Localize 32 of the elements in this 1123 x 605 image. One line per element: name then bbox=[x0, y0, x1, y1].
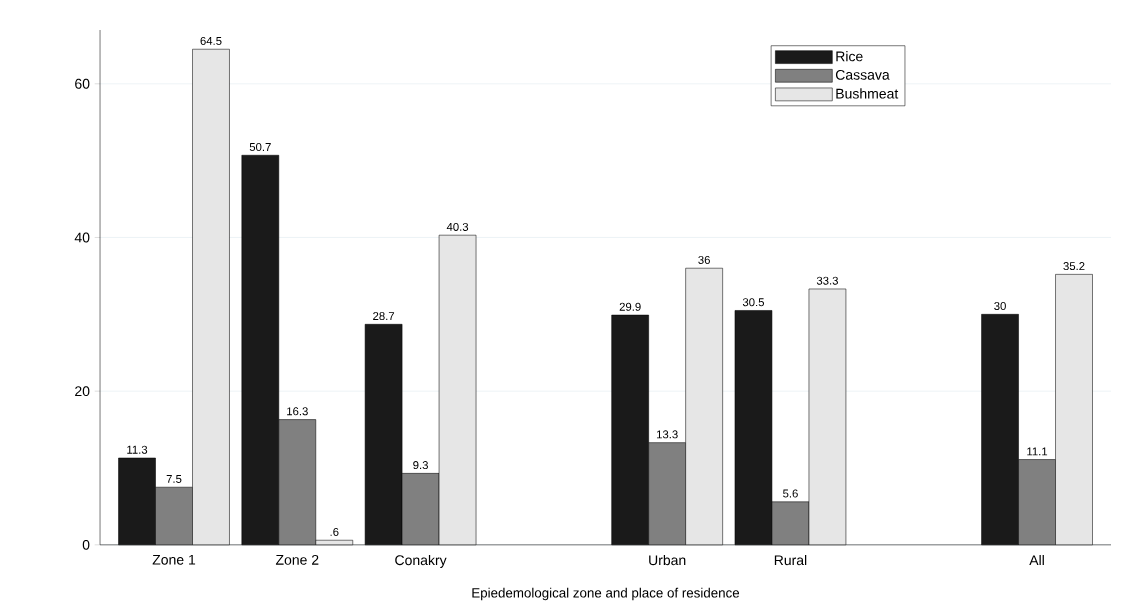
x-tick-label: Zone 2 bbox=[275, 555, 319, 565]
data-label: 64.5 bbox=[200, 37, 222, 46]
data-label: 30.5 bbox=[742, 298, 765, 307]
data-label: 36 bbox=[698, 256, 710, 265]
data-label: 11.1 bbox=[1027, 447, 1048, 456]
data-label: 7.5 bbox=[166, 475, 182, 484]
x-tick-label: Urban bbox=[649, 555, 686, 566]
data-label: 13.3 bbox=[656, 430, 678, 439]
data-label: .6 bbox=[330, 528, 339, 537]
x-tick-label: Rural bbox=[774, 555, 807, 566]
data-label: 29.9 bbox=[619, 302, 641, 311]
x-axis-title: Epiedemological zone and place of residence bbox=[472, 587, 740, 601]
x-tick-label: Conakry bbox=[395, 555, 447, 569]
y-tick-label: 0 bbox=[82, 540, 90, 550]
legend-label: Cassava bbox=[835, 70, 890, 80]
y-tick-label: 60 bbox=[75, 79, 90, 89]
y-tick-label: 20 bbox=[75, 386, 90, 397]
x-tick-label: All bbox=[1029, 555, 1044, 566]
data-label: 16.3 bbox=[287, 407, 308, 416]
data-label: 28.7 bbox=[373, 312, 395, 321]
legend-label: Rice bbox=[836, 51, 863, 62]
x-tick-label: Zone 1 bbox=[152, 555, 196, 565]
data-label: 33.3 bbox=[816, 276, 838, 285]
data-label: 9.3 bbox=[413, 461, 428, 470]
y-tick-label: 40 bbox=[74, 232, 90, 243]
data-label: 40.3 bbox=[446, 223, 469, 232]
data-label: 35.2 bbox=[1063, 262, 1085, 271]
data-label: 30 bbox=[994, 302, 1006, 311]
data-label: 11.3 bbox=[127, 445, 148, 454]
legend-label: Bushmeat bbox=[836, 88, 899, 99]
data-label: 5.6 bbox=[783, 489, 798, 498]
data-label: 50.7 bbox=[249, 143, 271, 152]
